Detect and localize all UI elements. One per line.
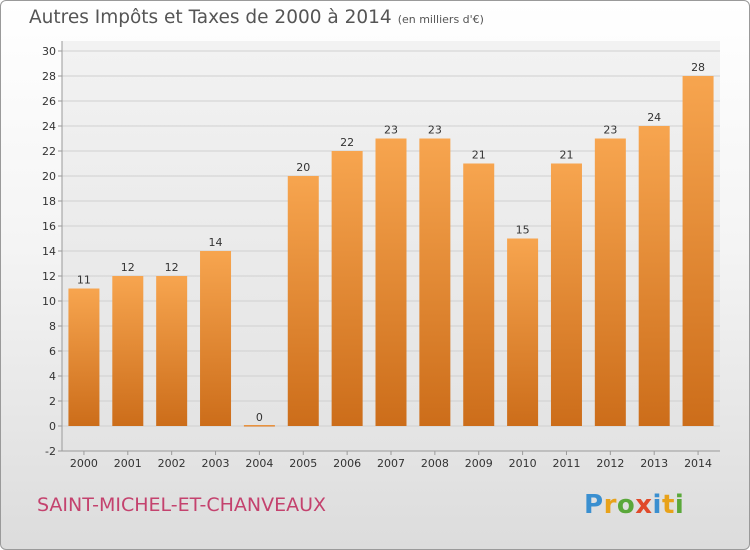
y-tick-label: 28 [42,70,56,83]
y-tick-label: 26 [42,95,56,108]
chart-subtitle: (en milliers d'€) [397,13,484,26]
x-tick-label: 2008 [421,457,449,470]
y-tick-label: -2 [45,445,56,458]
bar-2002 [156,276,188,426]
y-tick-label: 30 [42,45,56,58]
bar-2012 [594,138,626,426]
x-tick-label: 2000 [70,457,98,470]
data-label-2013: 24 [647,111,661,124]
data-label-2007: 23 [384,124,398,137]
y-tick-label: 12 [42,270,56,283]
data-label-2012: 23 [603,124,617,137]
data-label-2005: 20 [296,161,310,174]
logo-letter: P [584,490,604,520]
logo-letter: t [661,490,675,520]
y-tick-label: 24 [42,120,56,133]
x-tick-label: 2003 [202,457,230,470]
bar-2011 [550,163,582,426]
y-tick-label: 20 [42,170,56,183]
proxiti-logo: Proxiti [584,490,684,520]
x-tick-label: 2011 [552,457,580,470]
y-tick-label: 22 [42,145,56,158]
bar-2005 [287,176,319,426]
y-tick-label: 14 [42,245,56,258]
y-tick-label: 4 [49,370,56,383]
logo-letter: i [674,490,685,520]
data-label-2006: 22 [340,136,354,149]
x-tick-label: 2014 [684,457,712,470]
bar-2008 [419,138,451,426]
y-tick-label: 16 [42,220,56,233]
chart-title-block: Autres Impôts et Taxes de 2000 à 2014 (en… [29,7,484,28]
data-label-2011: 21 [559,149,573,162]
x-tick-label: 2002 [158,457,186,470]
y-tick-label: 8 [49,320,56,333]
x-tick-label: 2001 [114,457,142,470]
data-label-2010: 15 [516,224,530,237]
bar-2013 [638,126,670,426]
data-label-2002: 12 [165,261,179,274]
data-label-2003: 14 [209,236,223,249]
logo-letter: o [616,490,636,520]
data-label-2014: 28 [691,61,705,74]
commune-name: SAINT-MICHEL-ET-CHANVEAUX [37,494,327,516]
logo-letter: i [652,490,662,520]
bar-2007 [375,138,407,426]
data-label-2009: 21 [472,149,486,162]
x-tick-label: 2004 [245,457,273,470]
x-tick-label: 2012 [596,457,624,470]
x-tick-label: 2009 [465,457,493,470]
bar-2009 [463,163,495,426]
y-tick-label: 0 [49,420,56,433]
logo-letter: x [635,490,653,520]
x-tick-label: 2010 [509,457,537,470]
logo-letter: r [603,490,617,520]
y-tick-label: 10 [42,295,56,308]
bar-2006 [331,151,363,426]
data-label-2001: 12 [121,261,135,274]
bar-2014 [682,76,714,426]
data-labels: 11 12 12 14 0 20 22 23 23 21 15 21 23 24 28 [77,61,705,424]
bar-2004 [243,425,275,427]
data-label-2000: 11 [77,274,91,287]
x-axis-ticks: 2000 2001 2002 2003 2004 2005 2006 2007 2008 2009… [70,451,712,470]
y-tick-label: 18 [42,195,56,208]
chart-title: Autres Impôts et Taxes de 2000 à 2014 [29,7,392,28]
x-tick-label: 2005 [289,457,317,470]
bar-2001 [112,276,144,426]
y-tick-label: 2 [49,395,56,408]
bar-2010 [507,238,539,426]
data-label-2004: 0 [256,411,263,424]
bar-2000 [68,288,100,426]
bar-2003 [200,251,232,426]
y-tick-label: 6 [49,345,56,358]
data-label-2008: 23 [428,124,442,137]
bars [68,76,714,427]
x-tick-label: 2006 [333,457,361,470]
x-tick-label: 2013 [640,457,668,470]
x-tick-label: 2007 [377,457,405,470]
